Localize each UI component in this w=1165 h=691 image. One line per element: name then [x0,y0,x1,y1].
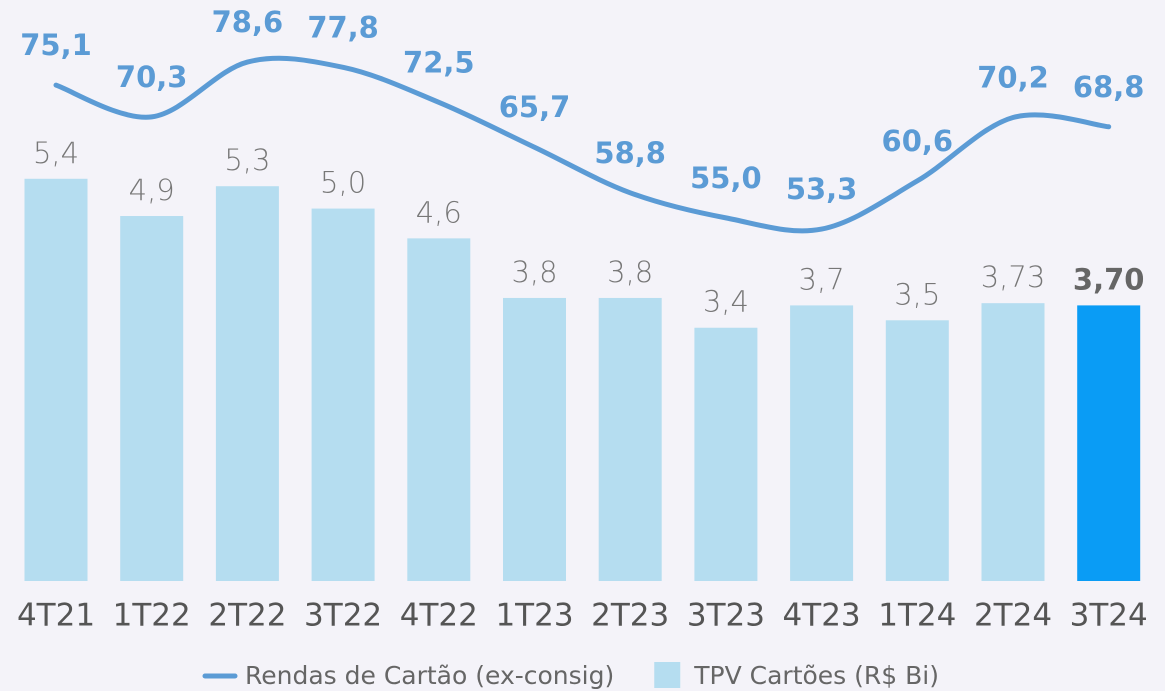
bar-label: 3,7 [799,262,845,296]
x-tick-label: 1T22 [113,598,191,634]
bar-label: 5,3 [224,143,270,177]
x-tick-label: 2T22 [208,598,286,634]
bar [215,186,279,581]
bar [598,297,662,581]
line-label: 70,3 [116,60,188,94]
legend-label: TPV Cartões (R$ Bi) [693,661,939,690]
x-tick-label: 2T23 [591,598,669,634]
line-label: 58,8 [594,136,666,170]
bar [24,178,88,581]
line-label: 65,7 [499,90,571,124]
x-tick-label: 3T22 [304,598,382,634]
bar-label: 3,4 [703,285,749,319]
bar-label: 5,4 [33,136,79,170]
line-label: 78,6 [212,5,284,39]
bar-label: 3,73 [981,260,1046,294]
x-tick-label: 1T23 [495,598,573,634]
bar [981,303,1045,581]
bar-label: 4,9 [129,173,175,207]
bar [407,238,471,581]
bar [790,305,854,581]
line-label: 55,0 [690,161,762,195]
bar [1077,305,1141,581]
line-label: 70,2 [977,61,1049,95]
bar [503,297,566,581]
x-tick-label: 1T24 [878,598,956,634]
legend-swatch [654,662,681,688]
bar [694,327,758,581]
bar-label: 3,5 [894,277,940,311]
line-label: 60,6 [882,124,954,158]
bar-label: 3,8 [511,255,557,289]
x-tick-label: 4T23 [783,598,861,634]
line-label: 72,5 [403,45,475,79]
x-tick-label: 3T24 [1070,598,1148,634]
x-tick-label: 4T22 [400,598,478,634]
x-tick-label: 2T24 [974,598,1052,634]
line-label: 77,8 [307,10,379,44]
bar [311,208,375,582]
bar [885,320,949,581]
bar-label: 4,6 [416,195,462,229]
bar-label: 3,70 [1073,262,1145,296]
legend-label: Rendas de Cartão (ex-consig) [245,661,614,690]
bar [120,216,184,581]
x-tick-label: 4T21 [17,598,95,634]
line [53,55,1112,234]
bar-label: 5,0 [320,166,366,200]
line-label: 68,8 [1073,70,1145,104]
x-tick-label: 3T23 [687,598,765,634]
bar-label: 3,8 [607,255,653,289]
line-label: 75,1 [20,28,92,62]
line-label: 53,3 [786,172,858,206]
